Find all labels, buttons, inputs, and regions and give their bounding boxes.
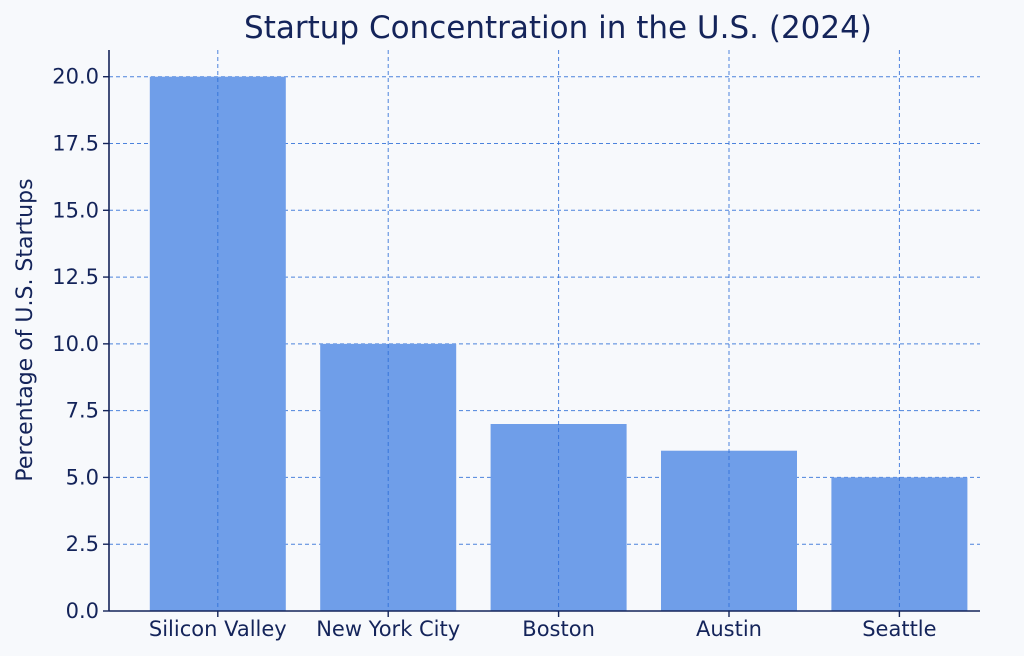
y-tick-label: 10.0 (52, 332, 99, 356)
bar (661, 450, 797, 611)
y-tick-label: 17.5 (52, 132, 99, 156)
y-tick-label: 0.0 (66, 599, 99, 623)
x-tick-label: Boston (522, 617, 595, 641)
y-tick-label: 12.5 (52, 265, 99, 289)
bar (490, 424, 627, 611)
chart-title: Startup Concentration in the U.S. (2024) (244, 10, 872, 46)
x-tick-label: Seattle (862, 617, 936, 641)
x-tick-label: New York City (316, 617, 460, 641)
y-tick-label: 15.0 (52, 198, 99, 222)
y-tick-label: 7.5 (66, 399, 99, 423)
vertical-grid-lines (217, 50, 900, 611)
y-tick-label: 2.5 (66, 532, 99, 556)
x-tick-label: Silicon Valley (149, 617, 287, 641)
x-tick-label: Austin (696, 617, 762, 641)
y-axis-label: Percentage of U.S. Startups (13, 178, 38, 481)
y-tick-label: 5.0 (66, 465, 99, 489)
x-tick-labels: Silicon Valley New York City Boston Austin S… (149, 617, 937, 641)
axes (103, 50, 980, 617)
y-tick-labels: 0.0 2.5 5.0 7.5 10.0 12.5 15.0 17.5 20.0 (52, 65, 99, 623)
y-tick-label: 20.0 (52, 65, 99, 89)
